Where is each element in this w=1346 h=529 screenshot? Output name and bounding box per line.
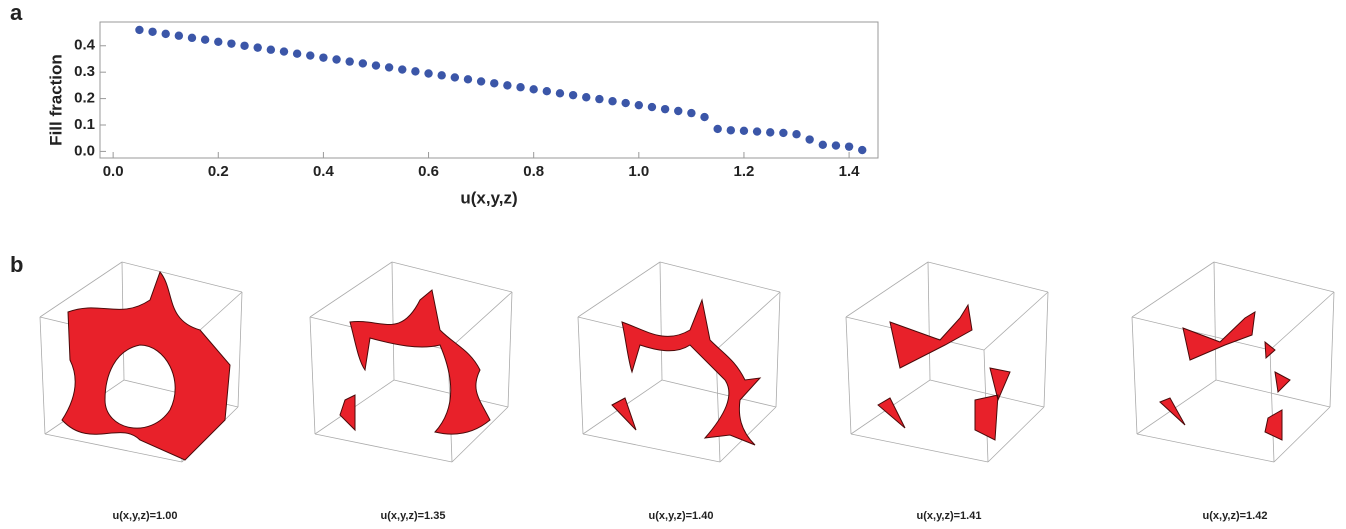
surface xyxy=(339,289,491,435)
panel-label: b xyxy=(10,252,23,277)
point xyxy=(779,128,788,138)
point xyxy=(647,102,657,112)
point xyxy=(240,41,249,50)
panel-label: a xyxy=(10,0,23,25)
point xyxy=(490,79,499,88)
point xyxy=(306,51,315,60)
point xyxy=(766,128,775,137)
y-tick-label: 0.4 xyxy=(74,37,96,54)
point xyxy=(634,100,644,110)
rendering xyxy=(39,261,243,463)
cube-frame xyxy=(1131,261,1335,463)
y-axis-label: Fill fraction xyxy=(46,54,65,146)
y-tick-label: 0.1 xyxy=(74,116,95,133)
point xyxy=(621,98,630,108)
point xyxy=(358,59,368,68)
point xyxy=(700,112,709,122)
point xyxy=(319,53,328,62)
point xyxy=(529,85,538,94)
point xyxy=(279,47,289,56)
y-tick-label: 0.3 xyxy=(74,63,95,80)
point xyxy=(161,29,170,39)
point xyxy=(345,57,354,66)
point xyxy=(371,61,381,70)
y-tick-label: 0.0 xyxy=(74,142,95,159)
point xyxy=(187,33,197,43)
surface xyxy=(877,303,1011,441)
caption: u(x,y,z)=1.41 xyxy=(917,510,982,522)
point xyxy=(660,104,670,114)
x-tick-label: 1.4 xyxy=(839,163,861,180)
point xyxy=(608,97,617,106)
point xyxy=(503,81,512,90)
point xyxy=(174,31,184,40)
point xyxy=(398,65,407,74)
point xyxy=(858,145,867,155)
cube-frame xyxy=(577,261,781,463)
point xyxy=(805,135,814,144)
x-tick-label: 0.2 xyxy=(208,163,229,180)
x-tick-label: 0.4 xyxy=(313,163,335,180)
rendering xyxy=(309,261,513,463)
point xyxy=(411,67,420,76)
point xyxy=(200,35,210,44)
x-tick-label: 0.6 xyxy=(418,163,439,180)
point xyxy=(148,27,157,36)
x-tick-label: 0.8 xyxy=(523,163,544,180)
point xyxy=(542,86,552,96)
cube-frame xyxy=(309,261,513,463)
rendering xyxy=(577,261,781,463)
point xyxy=(332,55,341,64)
x-tick-label: 1.0 xyxy=(628,163,649,180)
caption: u(x,y,z)=1.35 xyxy=(381,510,446,522)
point xyxy=(476,77,486,86)
point xyxy=(516,83,525,92)
x-tick-label: 1.2 xyxy=(734,163,755,180)
point xyxy=(595,94,604,104)
point xyxy=(266,45,276,54)
point xyxy=(752,127,762,136)
surface xyxy=(611,298,762,446)
point xyxy=(792,130,801,139)
cube-frame xyxy=(845,261,1049,463)
surface xyxy=(1159,311,1291,441)
surface xyxy=(61,271,231,461)
point xyxy=(831,141,841,150)
point xyxy=(674,106,683,116)
point xyxy=(713,124,722,134)
caption: u(x,y,z)=1.00 xyxy=(113,510,178,522)
point xyxy=(463,75,473,84)
point xyxy=(818,140,828,149)
x-tick-label: 0.0 xyxy=(103,163,124,180)
point xyxy=(214,37,223,47)
point xyxy=(227,39,236,48)
point xyxy=(253,43,262,52)
point xyxy=(687,108,696,118)
point xyxy=(726,126,736,135)
rendering xyxy=(845,261,1049,463)
point xyxy=(450,73,460,82)
rendering xyxy=(1131,261,1335,463)
point xyxy=(844,142,854,151)
y-tick-label: 0.2 xyxy=(74,90,95,107)
point xyxy=(739,126,749,135)
caption: u(x,y,z)=1.40 xyxy=(649,510,714,522)
point xyxy=(555,89,565,98)
x-axis-label: u(x,y,z) xyxy=(460,188,517,207)
point xyxy=(424,69,433,78)
point xyxy=(582,93,591,102)
caption: u(x,y,z)=1.42 xyxy=(1203,510,1268,522)
point xyxy=(568,90,578,100)
point xyxy=(135,25,144,35)
point xyxy=(292,49,302,58)
plot-frame xyxy=(99,21,879,159)
point xyxy=(384,63,394,72)
point xyxy=(437,71,446,80)
